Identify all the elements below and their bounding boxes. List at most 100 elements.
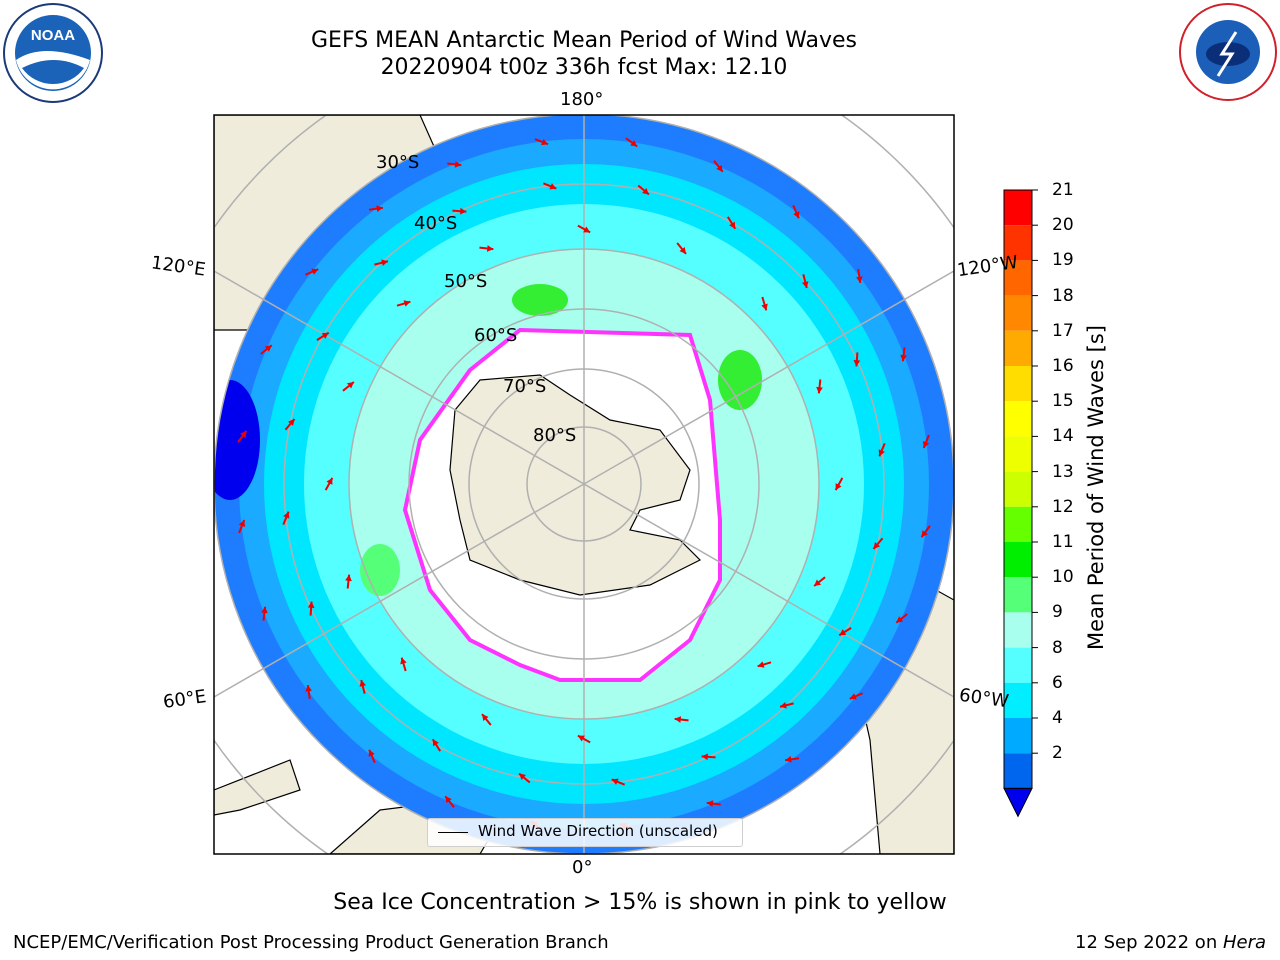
wind-wave-arrowhead [878, 449, 885, 457]
wind-wave-arrowhead [853, 360, 861, 367]
colorbar-tick-label: 14 [1052, 426, 1074, 447]
wind-wave-arrowhead [264, 345, 272, 352]
svg-text:NOAA: NOAA [31, 27, 75, 44]
colorbar-tick-label: 19 [1052, 250, 1074, 271]
lon-label-180: 180° [560, 89, 604, 110]
colorbar-segment [1004, 366, 1032, 402]
colorbar-segment [1004, 506, 1032, 542]
wind-wave-arrowhead [757, 661, 765, 668]
wind-wave-arrowhead [321, 332, 329, 339]
wind-wave-arrowhead [311, 268, 319, 275]
colorbar-tick-label: 2 [1052, 743, 1063, 764]
legend-label: Wind Wave Direction (unscaled) [478, 822, 718, 840]
wind-wave-arrowhead [238, 520, 246, 527]
wind-wave-arrowhead [549, 183, 557, 190]
wind-wave-arrowhead [486, 245, 494, 252]
colorbar-segment [1004, 260, 1032, 296]
wind-wave-arrowhead [701, 753, 708, 761]
colorbar-segment [1004, 577, 1032, 613]
colorbar-segment [1004, 682, 1032, 718]
wind-wave-arrowhead [376, 205, 383, 212]
wind-wave-arrowhead [240, 430, 247, 438]
wind-wave-arrowhead [482, 714, 489, 722]
colorbar-tick-label: 8 [1052, 637, 1063, 658]
graticule [214, 115, 954, 854]
colorbar-segment [1004, 753, 1032, 789]
colorbar-segment [1004, 471, 1032, 507]
wind-wave-arrows [237, 137, 931, 831]
colorbar-segment [1004, 647, 1032, 683]
colorbar-segment [1004, 401, 1032, 437]
wind-wave-arrowhead [856, 276, 863, 283]
lat-label-50s: 50°S [444, 271, 488, 292]
wind-wave-arrowhead [403, 300, 411, 307]
colorbar-segment [1004, 295, 1032, 331]
wind-wave-arrowhead [761, 303, 768, 311]
colorbar-extend-arrow [1003, 787, 1033, 818]
wind-wave-arrowhead [674, 716, 682, 723]
colorbar-tick-label: 10 [1052, 567, 1074, 588]
legend-line-swatch [438, 832, 468, 833]
wind-wave-arrowhead [900, 354, 907, 362]
wind-wave-arrowhead [896, 616, 904, 623]
colorbar-tick-label: 17 [1052, 320, 1074, 341]
wind-wave-arrowhead [454, 161, 462, 168]
footer-credit: NCEP/EMC/Verification Post Processing Pr… [13, 932, 609, 953]
wind-wave-arrowhead [541, 138, 548, 146]
footer-date: 12 Sep 2022 on Hera [1075, 932, 1266, 953]
wind-wave-arrowhead [305, 685, 312, 692]
colorbar-tick-label: 20 [1052, 215, 1074, 236]
footer-machine: Hera [1222, 932, 1266, 953]
wind-wave-arrowhead [577, 735, 585, 742]
chart-subtitle: 20220904 t00z 336h fcst Max: 12.10 [380, 55, 788, 80]
colorbar-segment [1004, 190, 1032, 226]
wind-wave-arrowhead [346, 382, 354, 389]
lat-label-70s: 70°S [503, 376, 547, 397]
colorbar-segment [1004, 542, 1032, 578]
wind-wave-arrowhead [816, 386, 823, 394]
wind-wave-arrowhead [780, 701, 787, 709]
wind-wave-arrowhead [642, 187, 649, 195]
wind-wave-arrowhead [326, 477, 333, 485]
colorbar-tick-label: 18 [1052, 285, 1074, 306]
colorbar-tick-label: 16 [1052, 356, 1074, 376]
wind-wave-arrowhead [359, 680, 367, 687]
colorbar-segment [1004, 436, 1032, 472]
lat-label-60s: 60°S [474, 325, 518, 346]
wind-wave-arrowhead [839, 629, 847, 636]
wind-wave-arrowhead [922, 441, 930, 448]
colorbar-segment [1004, 718, 1032, 754]
noaa-logo: NOAA [3, 3, 103, 103]
wind-wave-arrowhead [921, 530, 928, 538]
wind-wave-arrowhead [873, 542, 881, 549]
wind-wave-arrowhead [793, 211, 800, 219]
wind-wave-arrowhead [729, 221, 736, 229]
colorbar-tick-label: 9 [1052, 602, 1063, 623]
lat-label-40s: 40°S [414, 213, 458, 234]
lat-label-30s: 30°S [376, 152, 420, 173]
colorbar-frame [1003, 189, 1033, 789]
wind-wave-arrowhead [519, 773, 526, 781]
wind-wave-arrowhead [814, 579, 822, 586]
lon-label-0: 0° [572, 857, 593, 878]
map-frame [213, 114, 955, 855]
wind-wave-arrowhead [679, 246, 686, 254]
wind-wave-arrowhead [630, 140, 638, 147]
wind-wave-arrowhead [583, 226, 591, 233]
wind-wave-arrowhead [706, 800, 714, 807]
footer-date-text: 12 Sep 2022 on [1075, 932, 1223, 953]
colorbar-tick-label: 15 [1052, 391, 1074, 412]
colorbar-tick-label: 13 [1052, 461, 1074, 482]
wind-wave-arrowhead [283, 511, 290, 519]
colorbar-label: Mean Period of Wind Waves [s] [1084, 325, 1108, 650]
wind-wave-arrowhead [368, 749, 375, 757]
wind-wave-arrowhead [307, 601, 315, 608]
nws-logo [1179, 3, 1277, 101]
colorbar-tick-label: 4 [1052, 708, 1063, 728]
colorbar-tick-label: 21 [1052, 180, 1074, 200]
colorbar-segment [1004, 330, 1032, 366]
colorbar [1003, 189, 1038, 818]
lat-label-80s: 80°S [533, 425, 577, 446]
wind-wave-arrowhead [835, 483, 842, 491]
chart-title: GEFS MEAN Antarctic Mean Period of Wind … [311, 28, 857, 53]
